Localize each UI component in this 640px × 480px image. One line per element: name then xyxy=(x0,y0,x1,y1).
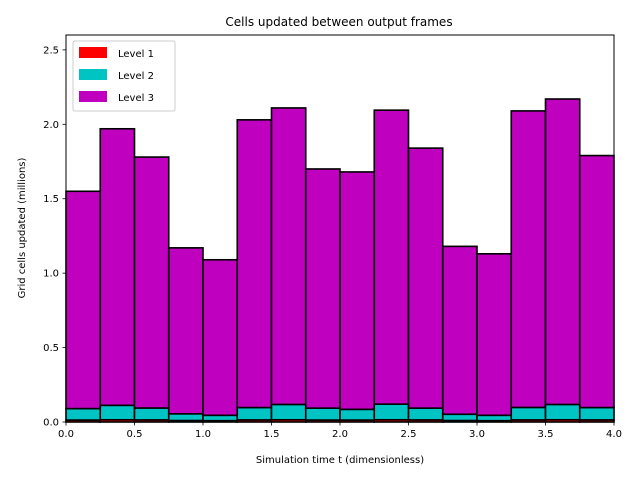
bar-level-2-bin-0 xyxy=(65,407,102,421)
bars-group xyxy=(65,98,615,423)
bar-level-3-bin-6 xyxy=(270,107,307,406)
bar-level-3-bin-1 xyxy=(99,127,136,407)
bar-level-3-bin-5 xyxy=(236,119,273,409)
x-tick-label: 0.5 xyxy=(127,429,143,440)
y-tick-label: 1.5 xyxy=(43,194,59,205)
x-tick-label: 3.5 xyxy=(538,429,554,440)
bar-level-2-bin-7 xyxy=(304,407,341,421)
bar-level-3-bin-12 xyxy=(476,253,513,417)
x-tick-label: 3.0 xyxy=(469,429,485,440)
bar-level-3-bin-15 xyxy=(578,154,615,409)
legend-label-level-3: Level 3 xyxy=(118,93,154,104)
x-axis-label: Simulation time t (dimensionless) xyxy=(256,455,424,466)
bar-level-2-bin-11 xyxy=(441,413,478,422)
legend-swatch-level-1 xyxy=(79,47,107,58)
bar-level-3-bin-13 xyxy=(510,110,547,409)
bar-level-3-bin-10 xyxy=(407,147,444,409)
x-axis: 0.0 0.5 1.0 1.5 2.0 2.5 3.0 3.5 4.0 xyxy=(58,422,622,440)
legend-swatch-level-2 xyxy=(79,69,107,80)
bar-level-3-bin-3 xyxy=(167,247,204,415)
bar-level-3-bin-0 xyxy=(65,190,102,410)
y-axis-label: Grid cells updated (millions) xyxy=(17,157,28,298)
y-tick-label: 0.0 xyxy=(43,418,59,429)
legend-swatch-level-3 xyxy=(79,91,107,102)
bar-level-3-bin-9 xyxy=(373,109,410,405)
y-tick-label: 2.0 xyxy=(43,120,59,131)
legend: Level 1 Level 2 Level 3 xyxy=(72,40,176,112)
bar-level-3-bin-7 xyxy=(304,168,341,409)
bar-level-2-bin-4 xyxy=(202,414,239,422)
y-tick-label: 1.0 xyxy=(43,269,59,280)
x-tick-label: 2.0 xyxy=(332,429,348,440)
y-axis: 0.0 0.5 1.0 1.5 2.0 2.5 xyxy=(43,45,66,429)
bar-level-3-bin-8 xyxy=(339,171,376,411)
bar-level-2-bin-5 xyxy=(236,406,273,421)
bar-level-2-bin-15 xyxy=(578,406,615,421)
legend-label-level-1: Level 1 xyxy=(118,49,154,60)
chart-title: Cells updated between output frames xyxy=(225,15,452,29)
bar-level-2-bin-3 xyxy=(167,413,204,422)
x-tick-label: 1.5 xyxy=(264,429,280,440)
x-tick-label: 4.0 xyxy=(606,429,622,440)
y-tick-label: 2.5 xyxy=(43,45,59,56)
bar-level-3-bin-4 xyxy=(202,258,239,417)
bar-level-2-bin-14 xyxy=(544,403,581,421)
bar-level-2-bin-8 xyxy=(339,408,376,421)
bar-level-2-bin-10 xyxy=(407,407,444,421)
x-tick-label: 2.5 xyxy=(401,429,417,440)
x-tick-label: 0.0 xyxy=(58,429,74,440)
y-tick-label: 0.5 xyxy=(43,343,59,354)
bar-level-3-bin-11 xyxy=(441,245,478,416)
bar-level-2-bin-9 xyxy=(373,403,410,421)
bar-level-2-bin-13 xyxy=(510,406,547,421)
bar-level-2-bin-2 xyxy=(133,407,170,421)
bar-level-2-bin-12 xyxy=(476,414,513,422)
legend-label-level-2: Level 2 xyxy=(118,71,154,82)
x-tick-label: 1.0 xyxy=(195,429,211,440)
bar-level-3-bin-14 xyxy=(544,98,581,406)
bar-level-2-bin-1 xyxy=(99,404,136,421)
bar-level-3-bin-2 xyxy=(133,156,170,409)
bar-level-2-bin-6 xyxy=(270,403,307,421)
